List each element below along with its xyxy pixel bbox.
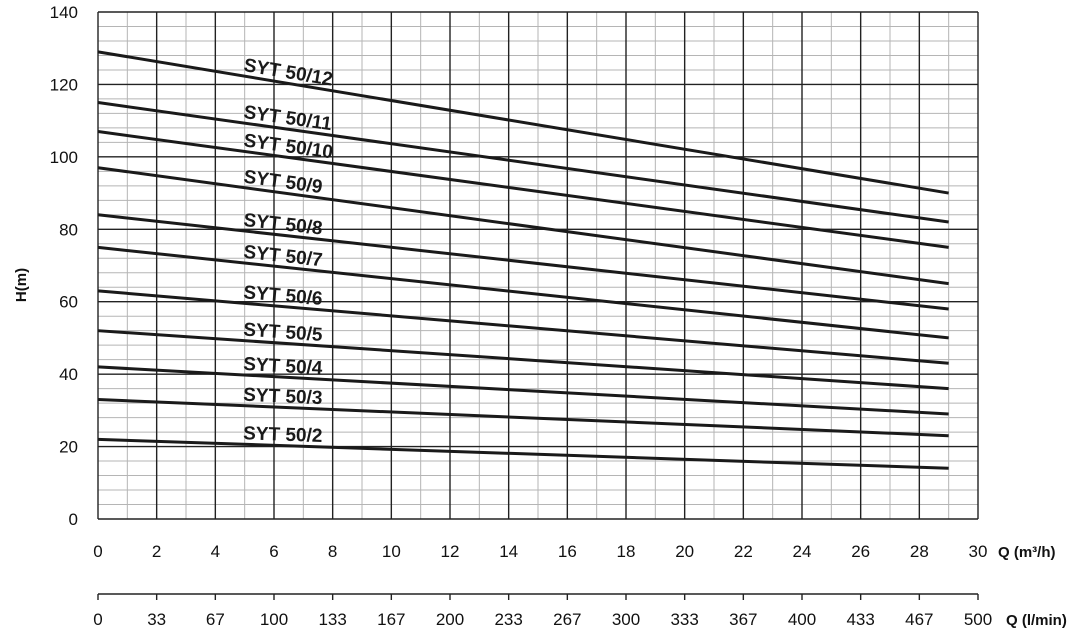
y-tick-label: 120 bbox=[50, 75, 78, 94]
x-tick-label: 24 bbox=[793, 542, 812, 561]
y-axis-ticks: 0 20 40 60 80 100 120 140 bbox=[50, 3, 78, 529]
series-label: SYT 50/2 bbox=[243, 423, 323, 447]
x-secondary-tick-label: 300 bbox=[612, 610, 640, 629]
x-secondary-tick-label: 500 bbox=[964, 610, 992, 629]
x-secondary-tick-label: 267 bbox=[553, 610, 581, 629]
x-axis-label: Q (m³/h) bbox=[998, 544, 1056, 561]
x-tick-label: 30 bbox=[969, 542, 988, 561]
series-line bbox=[97, 166, 949, 286]
x-secondary-tick-label: 133 bbox=[318, 610, 346, 629]
x-secondary-tick-label: 100 bbox=[260, 610, 288, 629]
x-tick-label: 14 bbox=[499, 542, 518, 561]
y-axis-label: H(m) bbox=[13, 268, 30, 302]
x-tick-label: 16 bbox=[558, 542, 577, 561]
x-secondary-tick-label: 467 bbox=[905, 610, 933, 629]
series-line bbox=[97, 245, 949, 340]
x-tick-label: 20 bbox=[675, 542, 694, 561]
series-label: SYT 50/6 bbox=[243, 282, 324, 310]
series-line bbox=[97, 289, 949, 365]
series-line bbox=[97, 101, 949, 224]
x-secondary-tick-label: 233 bbox=[494, 610, 522, 629]
series-lines bbox=[97, 50, 949, 470]
x-secondary-tick-label: 33 bbox=[147, 610, 166, 629]
series-line bbox=[97, 329, 949, 391]
y-tick-label: 40 bbox=[59, 365, 78, 384]
x-tick-label: 8 bbox=[328, 542, 337, 561]
x-secondary-tick-label: 167 bbox=[377, 610, 405, 629]
x-axis-ticks: 0 2 4 6 8 10 12 14 16 18 20 22 24 26 28 30 bbox=[93, 542, 987, 561]
series-line bbox=[97, 130, 949, 249]
x-tick-label: 2 bbox=[152, 542, 161, 561]
x-tick-label: 6 bbox=[269, 542, 278, 561]
series-line bbox=[97, 437, 949, 470]
series-line bbox=[97, 397, 949, 438]
secondary-x-axis: 0 33 67 100 133 167 200 233 267 300 333 367 400 433 46… bbox=[93, 593, 992, 629]
y-tick-label: 80 bbox=[59, 220, 78, 239]
x-tick-label: 4 bbox=[211, 542, 220, 561]
x-secondary-tick-label: 400 bbox=[788, 610, 816, 629]
series-label: SYT 50/7 bbox=[242, 242, 323, 271]
x-secondary-tick-label: 67 bbox=[206, 610, 225, 629]
x-secondary-tick-label: 367 bbox=[729, 610, 757, 629]
x-secondary-tick-label: 0 bbox=[93, 610, 102, 629]
y-tick-label: 140 bbox=[50, 3, 78, 22]
series-label: SYT 50/4 bbox=[243, 354, 324, 379]
y-tick-label: 0 bbox=[69, 510, 78, 529]
y-tick-label: 60 bbox=[59, 293, 78, 312]
x-tick-label: 28 bbox=[910, 542, 929, 561]
x-tick-label: 10 bbox=[382, 542, 401, 561]
x-tick-label: 22 bbox=[734, 542, 753, 561]
series-line bbox=[97, 50, 949, 195]
x-tick-label: 18 bbox=[617, 542, 636, 561]
x-tick-label: 26 bbox=[851, 542, 870, 561]
series-label: SYT 50/3 bbox=[243, 385, 323, 409]
x-tick-label: 12 bbox=[441, 542, 460, 561]
series-line bbox=[97, 365, 949, 416]
x-axis-secondary-label: Q (l/min) bbox=[1006, 612, 1067, 629]
x-tick-label: 0 bbox=[93, 542, 102, 561]
x-secondary-tick-label: 333 bbox=[670, 610, 698, 629]
y-tick-label: 20 bbox=[59, 438, 78, 457]
x-secondary-tick-label: 433 bbox=[846, 610, 874, 629]
y-tick-label: 100 bbox=[50, 148, 78, 167]
x-secondary-tick-label: 200 bbox=[436, 610, 464, 629]
series-line bbox=[97, 213, 949, 311]
series-label: SYT 50/12 bbox=[242, 55, 334, 90]
